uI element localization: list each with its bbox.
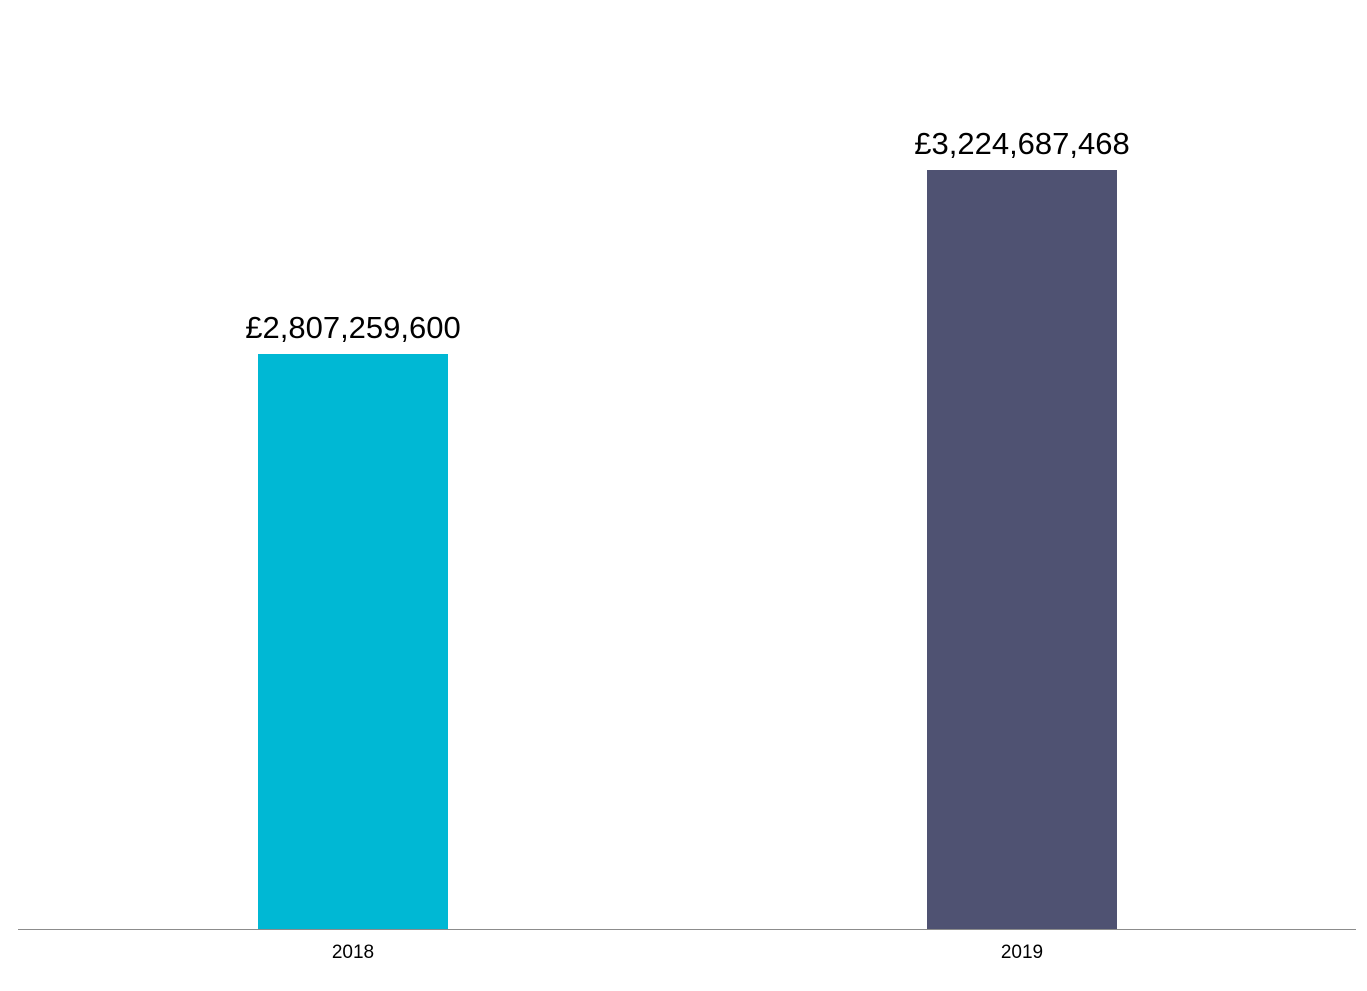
x-tick-label-2019: 2019: [1000, 942, 1044, 963]
x-axis-line: [18, 929, 1356, 930]
value-label-2018: £2,807,259,600: [245, 310, 461, 345]
bar-2019: [927, 170, 1117, 929]
bar-chart: £2,807,259,600 £3,224,687,468: [245, 126, 1130, 929]
x-tick-label-2018: 2018: [331, 942, 375, 963]
bar-2018: [258, 354, 448, 929]
value-label-2019: £3,224,687,468: [914, 126, 1130, 161]
